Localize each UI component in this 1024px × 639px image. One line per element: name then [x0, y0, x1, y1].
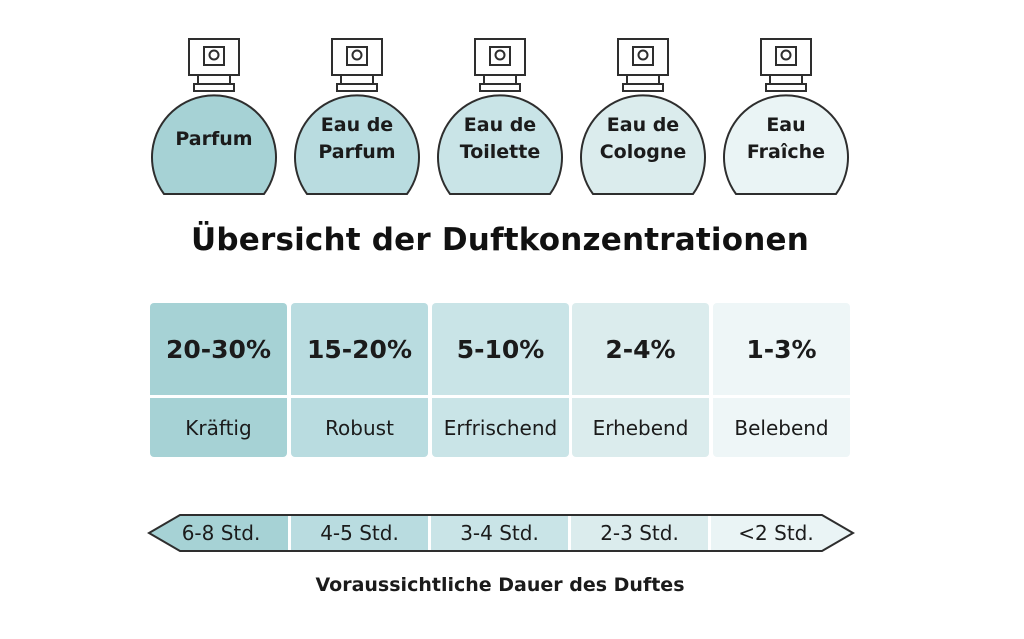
perfume-bottle-icon [580, 38, 706, 195]
perfume-bottle-icon [723, 38, 849, 195]
concentration-column: 5-10% Erfrischend [432, 303, 569, 457]
divider [291, 395, 428, 398]
divider [713, 395, 850, 398]
bottle-eau-fraiche: Eau Fraîche [722, 38, 850, 196]
concentration-percent: 15-20% [306, 334, 412, 364]
perfume-bottle-icon [437, 38, 563, 195]
concentration-column: 15-20% Robust [291, 303, 428, 457]
concentration-table: 20-30% Kräftig 15-20% Robust 5-10% Erfri… [150, 303, 850, 457]
concentration-column: 1-3% Belebend [713, 303, 850, 457]
bottle-label: Eau de Toilette [459, 114, 541, 163]
concentration-description: Kräftig [185, 415, 252, 440]
bottle-label: Parfum [175, 127, 253, 150]
concentration-percent: 20-30% [165, 334, 271, 364]
bottle-label: Eau Fraîche [746, 114, 826, 163]
concentration-percent: 5-10% [456, 334, 545, 364]
concentration-description: Erhebend [592, 415, 689, 440]
perfume-bottle-icon [151, 38, 277, 195]
bottle-eau-de-cologne: Eau de Cologne [579, 38, 707, 196]
duration-arrow: 6-8 Std. 4-5 Std. 3-4 Std. 2-3 Std. <2 S… [146, 513, 856, 553]
double-arrow-icon [147, 514, 855, 552]
concentration-percent: 1-3% [746, 334, 817, 364]
duration-label: <2 Std. [738, 521, 814, 545]
divider [432, 395, 569, 398]
concentration-column: 2-4% Erhebend [572, 303, 709, 457]
duration-caption: Voraussichtliche Dauer des Duftes [315, 574, 685, 596]
concentration-description: Erfrischend [443, 415, 558, 440]
bottle-label: Eau de Cologne [599, 114, 687, 163]
concentration-percent: 2-4% [605, 334, 676, 364]
perfume-bottle-icon [294, 38, 420, 195]
duration-label: 3-4 Std. [460, 521, 539, 545]
concentration-description: Belebend [734, 415, 829, 440]
duration-label: 6-8 Std. [181, 521, 261, 545]
page-title: Übersicht der Duftkonzentrationen [190, 222, 810, 258]
concentration-description: Robust [325, 415, 394, 440]
duration-label: 2-3 Std. [600, 521, 679, 545]
divider [572, 395, 709, 398]
concentration-column: 20-30% Kräftig [150, 303, 287, 457]
bottle-row: Parfum Eau de Parfum Eau de Toilette [0, 0, 1024, 200]
bottle-label: Eau de Parfum [318, 114, 396, 163]
bottle-eau-de-toilette: Eau de Toilette [436, 38, 564, 196]
divider [150, 395, 287, 398]
bottle-parfum: Parfum [150, 38, 278, 196]
bottle-eau-de-parfum: Eau de Parfum [293, 38, 421, 196]
duration-label: 4-5 Std. [320, 521, 399, 545]
